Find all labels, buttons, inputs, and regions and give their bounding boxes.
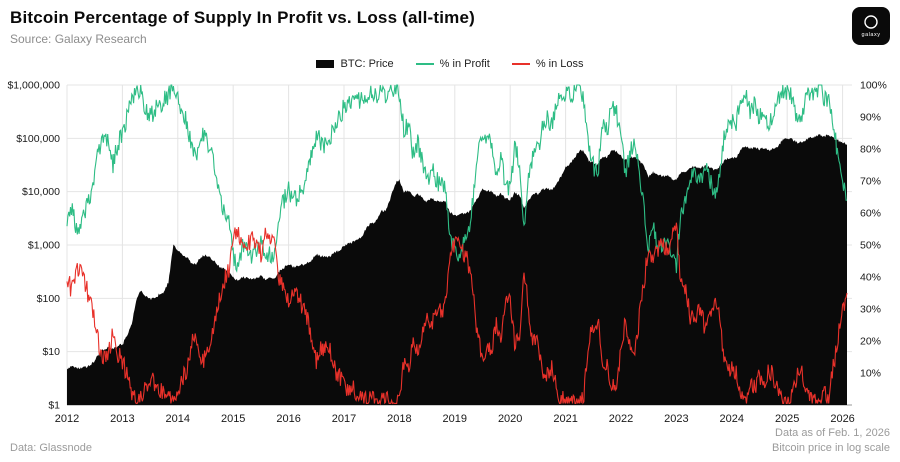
page-title: Bitcoin Percentage of Supply In Profit v…	[10, 8, 476, 27]
price-tick-label: $100	[37, 293, 61, 305]
x-tick-label: 2026	[830, 413, 854, 425]
percent-tick-label: 10%	[860, 368, 881, 380]
percent-tick-label: 30%	[860, 304, 881, 316]
price-tick-label: $1,000	[28, 240, 60, 252]
legend-label: BTC: Price	[340, 58, 394, 70]
profit-line-swatch	[415, 63, 434, 65]
header: Bitcoin Percentage of Supply In Profit v…	[10, 8, 475, 46]
x-tick-label: 2025	[775, 413, 799, 425]
btc-price-area	[67, 134, 847, 405]
x-tick-label: 2018	[387, 413, 411, 425]
price-tick-label: $1,000,000	[7, 80, 60, 92]
percent-tick-label: 100%	[860, 80, 887, 92]
percent-tick-label: 60%	[860, 208, 881, 220]
pct-in-profit-line	[66, 84, 847, 274]
percent-tick-label: 90%	[860, 112, 881, 124]
x-tick-label: 2015	[221, 413, 245, 425]
legend-item-btc-price: BTC: Price	[316, 58, 394, 70]
source-subtitle: Source: Galaxy Research	[10, 32, 147, 46]
percent-tick-label: 80%	[860, 144, 881, 156]
x-tick-label: 2017	[332, 413, 356, 425]
price-tick-label: $1	[48, 400, 60, 412]
price-tick-label: $10	[42, 346, 60, 358]
x-tick-label: 2023	[664, 413, 688, 425]
price-tick-label: $100,000	[16, 133, 60, 145]
percent-tick-label: 50%	[860, 240, 881, 252]
x-tick-label: 2016	[276, 413, 300, 425]
log-scale-note: Bitcoin price in log scale	[771, 442, 890, 455]
x-tick-label: 2021	[553, 413, 577, 425]
x-tick-label: 2024	[720, 413, 744, 425]
data-source-note: Data: Glassnode	[10, 442, 92, 454]
legend-item-loss: % in Loss	[511, 58, 584, 70]
price-tick-label: $10,000	[22, 186, 60, 198]
loss-line-swatch	[511, 63, 530, 65]
x-tick-label: 2014	[166, 413, 190, 425]
data-as-of: Data as of Feb. 1, 2026	[775, 427, 890, 440]
pct-in-loss-line	[66, 222, 848, 406]
x-tick-label: 2022	[609, 413, 633, 425]
chart-legend: BTC: Price % in Profit % in Loss	[0, 58, 900, 70]
legend-label: % in Loss	[535, 58, 584, 70]
legend-label: % in Profit	[439, 58, 490, 70]
btc-price-swatch	[316, 60, 335, 68]
percent-tick-label: 70%	[860, 176, 881, 188]
x-tick-label: 2020	[498, 413, 522, 425]
x-tick-label: 2013	[110, 413, 134, 425]
galaxy-logo-icon	[864, 15, 878, 29]
percent-tick-label: 40%	[860, 272, 881, 284]
galaxy-logo: galaxy	[852, 7, 890, 45]
galaxy-logo-text: galaxy	[861, 32, 881, 38]
legend-item-profit: % in Profit	[415, 58, 490, 70]
x-tick-label: 2012	[55, 413, 79, 425]
x-tick-label: 2019	[443, 413, 467, 425]
data-date-note: Data as of Feb. 1, 2026 Bitcoin price in…	[772, 426, 890, 456]
percent-tick-label: 20%	[860, 336, 881, 348]
